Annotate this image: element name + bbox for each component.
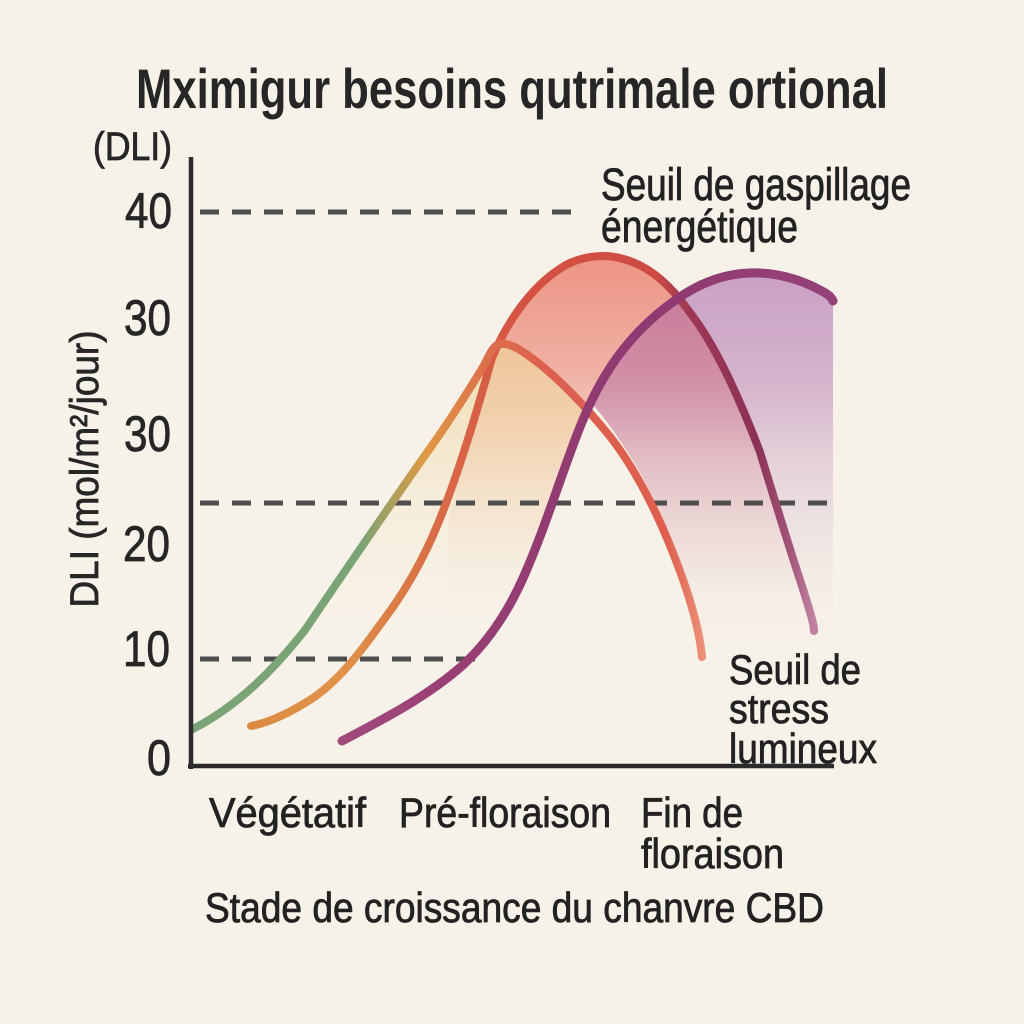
svg-text:lumineux: lumineux <box>729 725 877 772</box>
svg-text:énergétique: énergétique <box>601 201 798 252</box>
svg-text:stress: stress <box>729 685 829 732</box>
svg-text:30: 30 <box>124 290 171 346</box>
svg-text:Stade de croissance du chanvre: Stade de croissance du chanvre CBD <box>205 884 824 931</box>
svg-text:0: 0 <box>147 730 171 786</box>
svg-text:10: 10 <box>123 621 170 677</box>
svg-text:Pré-floraison: Pré-floraison <box>399 789 611 836</box>
svg-text:Seuil de: Seuil de <box>729 646 861 693</box>
svg-text:Seuil de gaspillage: Seuil de gaspillage <box>601 159 911 210</box>
svg-text:Fin de: Fin de <box>641 789 743 836</box>
svg-text:(DLI): (DLI) <box>93 125 172 169</box>
svg-text:floraison: floraison <box>641 830 784 877</box>
svg-text:Végétatif: Végétatif <box>209 789 366 836</box>
svg-text:30: 30 <box>124 406 171 462</box>
svg-text:20: 20 <box>123 516 170 572</box>
svg-text:40: 40 <box>125 183 172 239</box>
svg-text:Mximigur besoins qutrimale ort: Mximigur besoins qutrimale ortional <box>136 57 888 120</box>
svg-text:DLI (mol/m²/jour): DLI (mol/m²/jour) <box>63 331 107 608</box>
